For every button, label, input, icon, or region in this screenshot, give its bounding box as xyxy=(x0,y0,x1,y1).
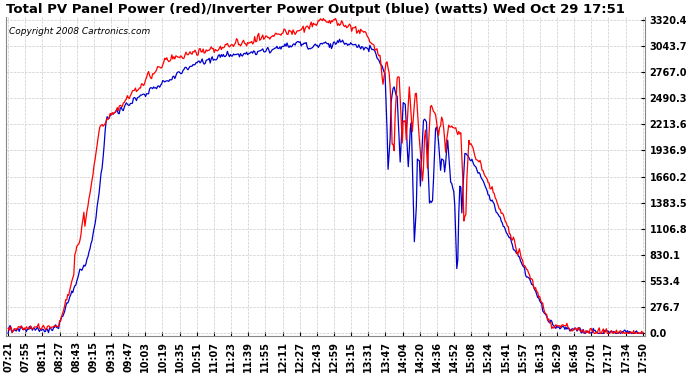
Text: Copyright 2008 Cartronics.com: Copyright 2008 Cartronics.com xyxy=(9,27,150,36)
Text: Total PV Panel Power (red)/Inverter Power Output (blue) (watts) Wed Oct 29 17:51: Total PV Panel Power (red)/Inverter Powe… xyxy=(6,3,625,16)
